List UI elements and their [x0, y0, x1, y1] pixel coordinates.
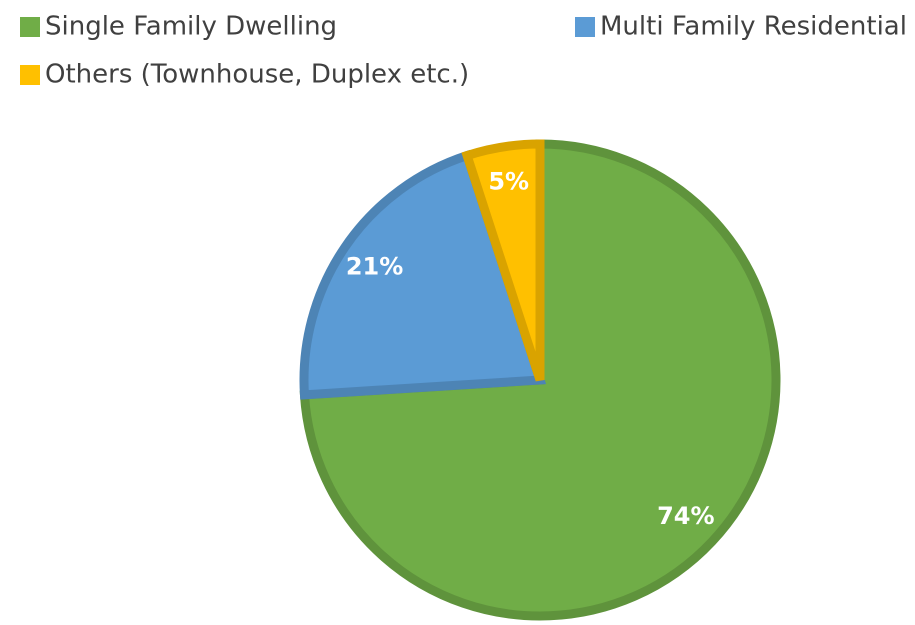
- legend-swatch: [20, 65, 40, 85]
- data-label: 74%: [657, 502, 714, 530]
- legend-label: Single Family Dwelling: [45, 12, 337, 42]
- pie-slice: [299, 149, 547, 400]
- legend-swatch: [575, 17, 595, 37]
- data-label: 21%: [346, 253, 403, 281]
- pie-slice: [461, 139, 545, 382]
- data-label: 5%: [488, 167, 529, 195]
- legend-label: Multi Family Residential: [600, 12, 907, 42]
- legend-label: Others (Townhouse, Duplex etc.): [45, 60, 469, 90]
- legend-swatch: [20, 17, 40, 37]
